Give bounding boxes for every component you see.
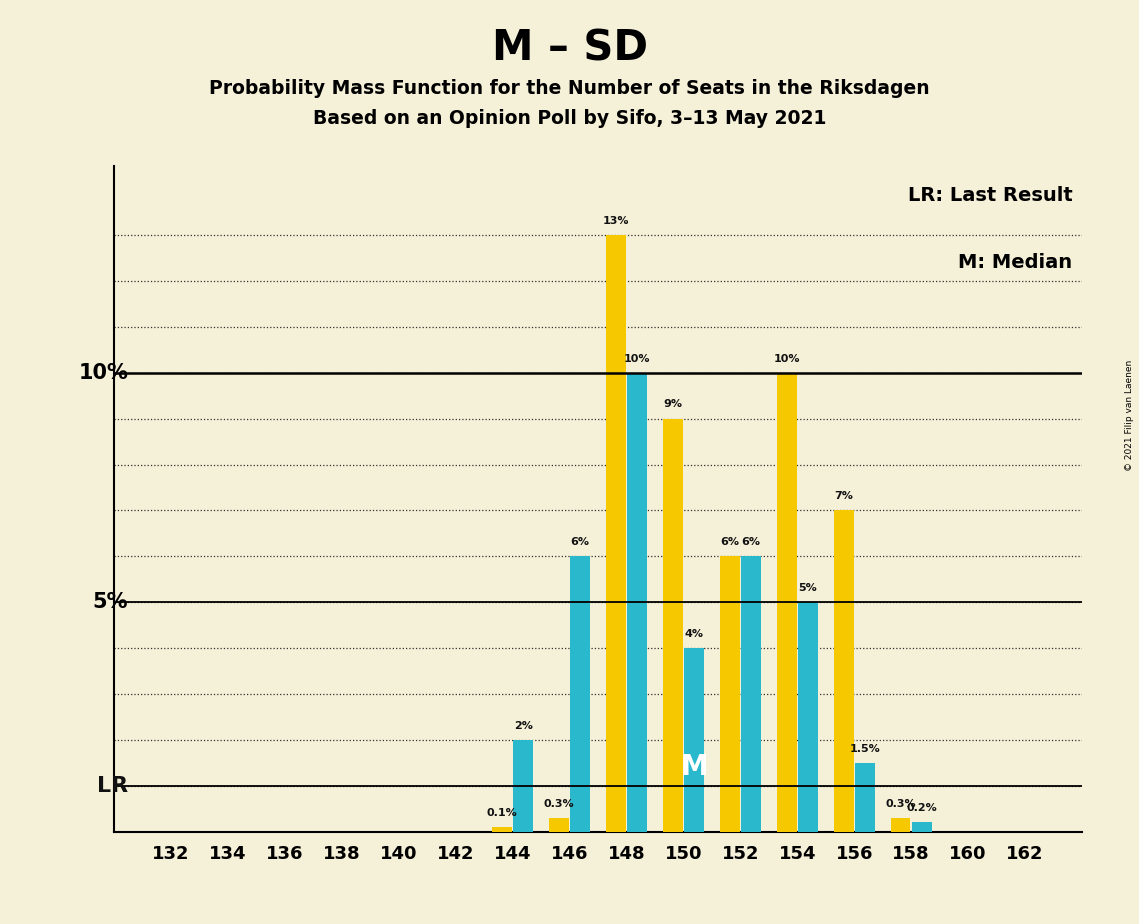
Text: 2%: 2% [514, 721, 533, 731]
Text: 6%: 6% [741, 537, 761, 547]
Text: 0.3%: 0.3% [885, 798, 916, 808]
Bar [741, 556, 761, 832]
Text: 1.5%: 1.5% [850, 744, 880, 754]
Text: 0.1%: 0.1% [486, 808, 517, 818]
Text: LR: Last Result: LR: Last Result [908, 187, 1073, 205]
Text: 10%: 10% [624, 354, 650, 364]
Text: 10%: 10% [773, 354, 800, 364]
Bar [571, 556, 590, 832]
Text: 10%: 10% [79, 363, 129, 383]
Bar [720, 556, 739, 832]
Text: M – SD: M – SD [492, 28, 647, 69]
Bar [628, 372, 647, 832]
Bar [777, 372, 796, 832]
Bar [798, 602, 818, 832]
Text: 0.2%: 0.2% [907, 803, 937, 813]
Bar [855, 763, 875, 832]
Text: LR: LR [97, 776, 129, 796]
Text: Based on an Opinion Poll by Sifo, 3–13 May 2021: Based on an Opinion Poll by Sifo, 3–13 M… [313, 109, 826, 128]
Bar [514, 740, 533, 832]
Text: 6%: 6% [720, 537, 739, 547]
Bar [834, 510, 853, 832]
Text: Probability Mass Function for the Number of Seats in the Riksdagen: Probability Mass Function for the Number… [210, 79, 929, 98]
Text: © 2021 Filip van Laenen: © 2021 Filip van Laenen [1125, 360, 1134, 471]
Bar [549, 818, 568, 832]
Text: 9%: 9% [663, 399, 682, 409]
Bar [685, 648, 704, 832]
Text: 7%: 7% [834, 492, 853, 501]
Text: 13%: 13% [603, 216, 629, 226]
Text: 5%: 5% [798, 583, 818, 593]
Text: 5%: 5% [92, 592, 129, 613]
Bar [912, 822, 932, 832]
Text: 0.3%: 0.3% [543, 798, 574, 808]
Text: 6%: 6% [571, 537, 590, 547]
Bar [663, 419, 682, 832]
Bar [606, 235, 625, 832]
Bar [492, 827, 511, 832]
Text: M: M [680, 753, 708, 782]
Text: M: Median: M: Median [958, 253, 1073, 272]
Text: 4%: 4% [685, 629, 704, 638]
Bar [891, 818, 910, 832]
